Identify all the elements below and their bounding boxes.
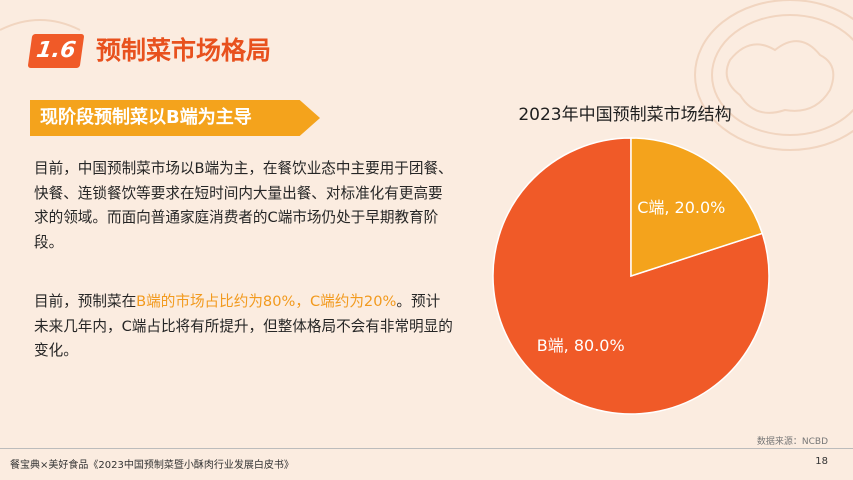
pie-label-c: C端, 20.0%	[637, 198, 725, 217]
page-title: 预制菜市场格局	[96, 36, 272, 65]
subtitle-text: 现阶段预制菜以B端为主导	[40, 107, 252, 128]
chart-title: 2023年中国预制菜市场结构	[518, 105, 732, 125]
pie-chart: B端, 80.0% C端, 20.0%	[492, 137, 770, 415]
subtitle-banner: 现阶段预制菜以B端为主导	[30, 100, 320, 136]
section-number-badge: 1.6	[27, 34, 85, 68]
page-number: 18	[815, 456, 828, 467]
paragraph-2-text-a: 目前，预制菜在	[34, 293, 137, 310]
paragraph-1: 目前，中国预制菜市场以B端为主，在餐饮业态中主要用于团餐、快餐、连锁餐饮等要求在…	[34, 160, 453, 251]
pie-label-b: B端, 80.0%	[537, 336, 625, 355]
paragraph-2-text-b: 。预计未来几年内，C端占比将有所提升，但整体格局不会有非常明显的变化。	[34, 293, 453, 359]
pie-slice-c	[630, 137, 764, 278]
footer-divider	[0, 448, 853, 449]
paragraph-2: 目前，预制菜在B端的市场占比约为80%，C端约为20%。预计未来几年内，C端占比…	[34, 290, 454, 364]
data-source: 数据来源：NCBD	[756, 437, 828, 447]
paragraph-2-highlight: B端的市场占比约为80%，C端约为20%	[136, 293, 397, 310]
footer-citation: 餐宝典×美好食品《2023中国预制菜暨小酥肉行业发展白皮书》	[10, 460, 294, 471]
